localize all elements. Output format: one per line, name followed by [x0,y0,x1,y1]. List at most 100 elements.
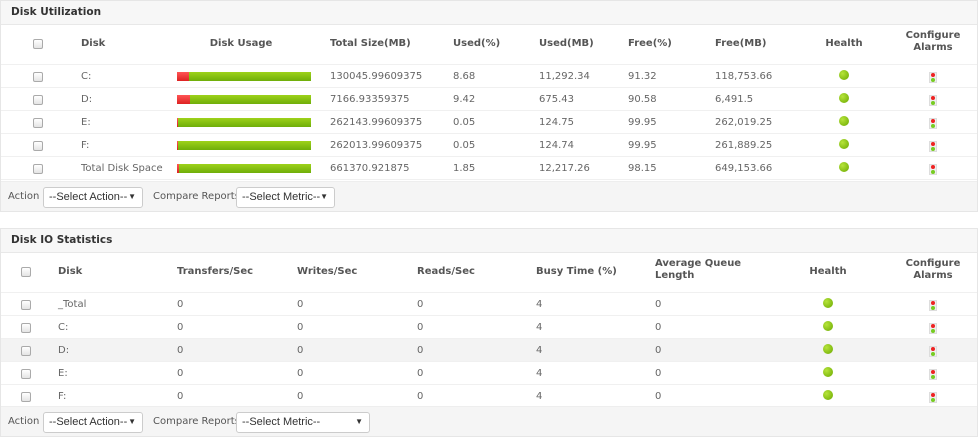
col-total[interactable]: Total Size(MB) [330,38,411,49]
transfers-sec: 0 [177,391,184,402]
col-alarms-line2: Alarms [913,42,953,53]
table-row: D: 0 0 0 4 0 [1,339,977,362]
configure-alarm-icon[interactable] [929,300,937,311]
free-pct: 98.15 [628,163,657,174]
configure-alarm-icon[interactable] [929,392,937,403]
col-disk[interactable]: Disk [58,266,83,277]
health-ok-icon [823,344,833,354]
configure-alarm-icon[interactable] [929,141,937,152]
health-ok-icon [823,298,833,308]
select-all-checkbox[interactable] [33,39,43,49]
disk-name: D: [81,94,93,105]
health-ok-icon [823,390,833,400]
usage-bar [177,141,311,150]
col-writes[interactable]: Writes/Sec [297,266,358,277]
col-reads[interactable]: Reads/Sec [417,266,475,277]
health-ok-icon [839,116,849,126]
disk-io-panel: Disk IO Statistics Disk Transfers/Sec Wr… [0,228,978,437]
panel-title: Disk Utilization [1,1,977,25]
configure-alarm-icon[interactable] [929,346,937,357]
usage-bar [177,95,311,104]
table-row: E: 0 0 0 4 0 [1,362,977,385]
col-free-pct[interactable]: Free(%) [628,38,672,49]
usage-bar [177,118,311,127]
transfers-sec: 0 [177,322,184,333]
free-pct: 99.95 [628,140,657,151]
col-used-mb[interactable]: Used(MB) [539,38,594,49]
table-footer: Action --Select Action-- ▼ Compare Report… [1,181,977,211]
col-queue[interactable]: Average Queue Length [655,258,741,282]
metric-select[interactable]: --Select Metric-- ▼ [236,412,370,433]
configure-alarm-icon[interactable] [929,118,937,129]
metric-select-value: --Select Metric-- [242,416,321,428]
health-ok-icon [839,139,849,149]
action-select[interactable]: --Select Action-- ▼ [43,412,143,433]
chevron-down-icon: ▼ [355,417,363,426]
action-label: Action [8,191,40,202]
used-pct: 1.85 [453,163,476,174]
row-checkbox[interactable] [33,164,43,174]
col-transfers[interactable]: Transfers/Sec [177,266,254,277]
col-alarms-line1: Configure [905,258,961,269]
col-alarms-line2: Alarms [913,270,953,281]
table-row: D: 7166.93359375 9.42 675.43 90.58 6,491.5 [1,88,977,111]
col-alarms: Configure Alarms [906,30,961,54]
used-mb: 11,292.34 [539,71,590,82]
writes-sec: 0 [297,391,304,402]
health-ok-icon [839,70,849,80]
select-all-checkbox[interactable] [21,267,31,277]
col-free-mb[interactable]: Free(MB) [715,38,767,49]
row-checkbox[interactable] [21,369,31,379]
busy-time: 4 [536,368,543,379]
table-row: _Total 0 0 0 4 0 [1,293,977,316]
disk-utilization-panel: Disk Utilization Disk Disk Usage Total S… [0,0,978,212]
usage-bar [177,164,311,173]
compare-reports-label: Compare Reports [153,416,240,427]
row-checkbox[interactable] [33,118,43,128]
row-checkbox[interactable] [21,392,31,402]
free-mb: 262,019.25 [715,117,773,128]
free-mb: 6,491.5 [715,94,754,105]
col-used-pct[interactable]: Used(%) [453,38,501,49]
row-checkbox[interactable] [21,346,31,356]
row-checkbox[interactable] [33,72,43,82]
health-ok-icon [823,321,833,331]
disk-name: Total Disk Space [81,163,163,174]
reads-sec: 0 [417,345,424,356]
col-health: Health [825,38,863,49]
used-pct: 0.05 [453,140,476,151]
used-mb: 124.74 [539,140,574,151]
table-row: Total Disk Space 661370.921875 1.85 12,217.… [1,157,977,180]
col-busy[interactable]: Busy Time (%) [536,266,617,277]
writes-sec: 0 [297,368,304,379]
row-checkbox[interactable] [21,323,31,333]
compare-reports-label: Compare Reports [153,191,240,202]
usage-bar-used [177,118,179,127]
writes-sec: 0 [297,299,304,310]
row-checkbox[interactable] [21,300,31,310]
col-usage[interactable]: Disk Usage [209,38,273,49]
disk-name: C: [81,71,92,82]
busy-time: 4 [536,391,543,402]
col-health: Health [809,266,847,277]
metric-select[interactable]: --Select Metric-- ▼ [236,187,335,208]
disk-name: C: [58,322,69,333]
col-alarms: Configure Alarms [906,258,961,282]
configure-alarm-icon[interactable] [929,323,937,334]
action-select[interactable]: --Select Action-- ▼ [43,187,143,208]
usage-bar-used [177,164,180,173]
action-select-value: --Select Action-- [49,416,128,428]
total-size: 130045.99609375 [330,71,423,82]
transfers-sec: 0 [177,345,184,356]
health-ok-icon [823,367,833,377]
configure-alarm-icon[interactable] [929,164,937,175]
configure-alarm-icon[interactable] [929,369,937,380]
disk-name: E: [58,368,68,379]
row-checkbox[interactable] [33,95,43,105]
configure-alarm-icon[interactable] [929,95,937,106]
col-disk[interactable]: Disk [81,38,106,49]
row-checkbox[interactable] [33,141,43,151]
configure-alarm-icon[interactable] [929,72,937,83]
used-pct: 9.42 [453,94,476,105]
transfers-sec: 0 [177,368,184,379]
